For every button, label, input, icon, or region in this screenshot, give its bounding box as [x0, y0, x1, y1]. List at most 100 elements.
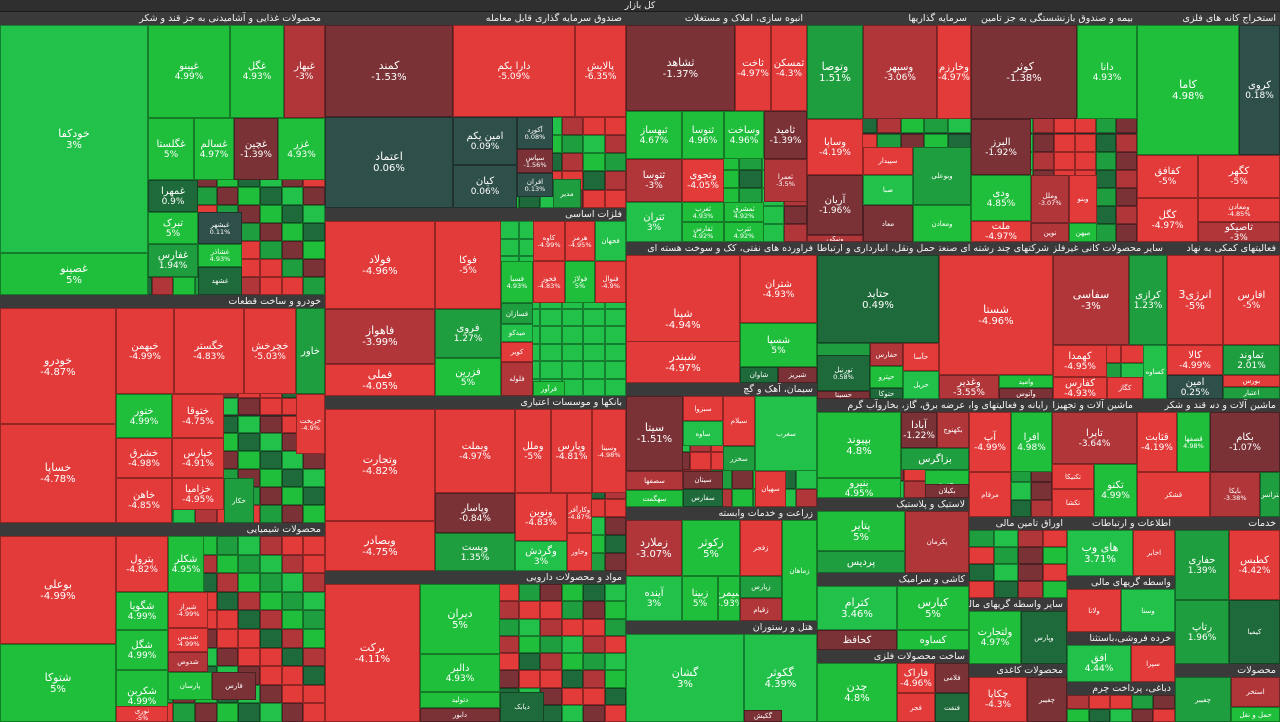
stock-tile[interactable]: ومعادن -4.85%: [1198, 198, 1280, 222]
sector-header[interactable]: ماشین آلات و تجهیزات: [1052, 399, 1137, 412]
minor-stock-tile[interactable]: [1095, 223, 1117, 242]
minor-stock-tile[interactable]: [583, 171, 605, 190]
minor-stock-tile[interactable]: [303, 451, 325, 470]
stock-tile[interactable]: نوری -5%: [116, 706, 168, 722]
minor-stock-tile[interactable]: [561, 134, 583, 154]
minor-stock-tile[interactable]: [303, 573, 325, 592]
minor-stock-tile[interactable]: [993, 530, 1018, 547]
sector-header[interactable]: سایر محصولات کانی غیرفلزی: [1053, 242, 1167, 255]
stock-tile[interactable]: ثمشرق 4.92%: [724, 202, 764, 222]
stock-tile[interactable]: پالایش -6.35%: [575, 25, 626, 117]
stock-tile[interactable]: ثترب 4.92%: [724, 222, 764, 242]
minor-stock-tile[interactable]: [1088, 695, 1111, 709]
minor-stock-tile[interactable]: [1018, 564, 1043, 581]
minor-stock-tile[interactable]: [583, 378, 605, 396]
minor-stock-tile[interactable]: [238, 451, 260, 470]
stock-tile[interactable]: سفارس: [683, 489, 723, 507]
stock-tile[interactable]: گشان 3%: [626, 634, 744, 722]
minor-stock-tile[interactable]: [518, 670, 540, 688]
stock-tile[interactable]: دابور: [420, 708, 500, 722]
minor-stock-tile[interactable]: [604, 704, 626, 722]
minor-stock-tile[interactable]: [1010, 499, 1032, 517]
minor-stock-tile[interactable]: [1018, 581, 1043, 598]
stock-tile[interactable]: زماهان: [782, 520, 817, 621]
minor-stock-tile[interactable]: [540, 326, 562, 344]
stock-tile[interactable]: قثابت -4.19%: [1137, 412, 1177, 472]
minor-stock-tile[interactable]: [303, 629, 325, 648]
minor-stock-tile[interactable]: [561, 343, 583, 361]
minor-stock-tile[interactable]: [1110, 695, 1132, 709]
minor-stock-tile[interactable]: [260, 487, 282, 506]
minor-stock-tile[interactable]: [1074, 133, 1096, 152]
stock-tile[interactable]: غمهرا 0.9%: [148, 180, 198, 212]
stock-tile[interactable]: گکوثر 4.39%: [744, 634, 817, 722]
minor-stock-tile[interactable]: [561, 618, 583, 636]
stock-tile[interactable]: خودکفا 3%: [0, 25, 148, 253]
minor-stock-tile[interactable]: [540, 618, 562, 636]
stock-tile[interactable]: بترانس: [1260, 472, 1280, 517]
stock-tile[interactable]: وپست 1.35%: [435, 533, 515, 571]
stock-tile[interactable]: ثاخت -4.97%: [735, 25, 771, 111]
minor-stock-tile[interactable]: [1042, 581, 1067, 598]
stock-tile[interactable]: وملل -3.07%: [1031, 175, 1069, 223]
stock-tile[interactable]: فجر: [897, 693, 935, 722]
minor-stock-tile[interactable]: [518, 653, 540, 671]
minor-stock-tile[interactable]: [281, 205, 304, 223]
minor-stock-tile[interactable]: [216, 703, 239, 722]
stock-tile[interactable]: فجهان: [595, 221, 626, 261]
stock-tile[interactable]: معاد: [863, 205, 913, 242]
minor-stock-tile[interactable]: [281, 703, 304, 722]
stock-tile[interactable]: شسپا 5%: [740, 323, 817, 367]
minor-stock-tile[interactable]: [281, 573, 304, 592]
minor-stock-tile[interactable]: [1067, 708, 1089, 722]
stock-tile[interactable]: تکشا: [1052, 489, 1094, 517]
minor-stock-tile[interactable]: [260, 629, 282, 648]
stock-tile[interactable]: وپاسار -0.84%: [435, 493, 515, 533]
stock-tile[interactable]: خاور: [296, 308, 325, 394]
stock-tile[interactable]: حمل و نقل: [1231, 707, 1280, 722]
stock-tile[interactable]: خریخت -4.9%: [296, 394, 325, 454]
stock-tile[interactable]: زملارد -3.07%: [626, 520, 682, 576]
minor-stock-tile[interactable]: [561, 635, 583, 653]
stock-tile[interactable]: فملی -4.05%: [325, 364, 435, 396]
minor-stock-tile[interactable]: [1095, 187, 1117, 206]
sector-header[interactable]: واسطه گریهای مالی: [1067, 576, 1175, 589]
stock-tile[interactable]: وبصادر -4.75%: [325, 521, 435, 571]
sector-header[interactable]: محصولات کاغذی: [969, 664, 1067, 677]
minor-stock-tile[interactable]: [518, 635, 540, 653]
stock-tile[interactable]: تکنو 4.99%: [1094, 464, 1137, 517]
stock-tile[interactable]: ولانا: [1067, 589, 1121, 632]
minor-stock-tile[interactable]: [281, 241, 304, 259]
stock-tile[interactable]: ودی 4.85%: [971, 175, 1031, 221]
minor-stock-tile[interactable]: [1131, 708, 1154, 722]
minor-stock-tile[interactable]: [281, 591, 304, 611]
stock-tile[interactable]: کحافظ: [817, 630, 897, 650]
stock-tile[interactable]: سهپان: [755, 471, 786, 507]
sector-header[interactable]: هتل و رستوران: [626, 621, 817, 634]
minor-stock-tile[interactable]: [303, 610, 325, 629]
stock-tile[interactable]: وغدیر -3.55%: [939, 375, 999, 399]
minor-stock-tile[interactable]: [260, 415, 282, 434]
minor-stock-tile[interactable]: [303, 487, 325, 506]
stock-tile[interactable]: دارا یکم -5.09%: [453, 25, 575, 117]
minor-stock-tile[interactable]: [303, 703, 325, 722]
minor-stock-tile[interactable]: [1116, 133, 1137, 152]
stock-tile[interactable]: ثفارس 4.92%: [682, 222, 724, 242]
stock-tile[interactable]: سیتان: [683, 471, 723, 489]
minor-stock-tile[interactable]: [260, 666, 282, 685]
minor-stock-tile[interactable]: [303, 647, 325, 667]
stock-tile[interactable]: تاپرا -3.64%: [1052, 412, 1137, 464]
stock-tile[interactable]: بکهنوج: [937, 412, 969, 448]
stock-tile[interactable]: فزرین 5%: [435, 358, 501, 396]
minor-stock-tile[interactable]: [260, 469, 282, 488]
sector-header[interactable]: بانکها و موسسات اعتباری: [325, 396, 626, 409]
stock-tile[interactable]: کویر: [501, 342, 533, 362]
minor-stock-tile[interactable]: [303, 684, 325, 704]
minor-stock-tile[interactable]: [195, 703, 217, 722]
minor-stock-tile[interactable]: [260, 259, 282, 277]
minor-stock-tile[interactable]: [561, 687, 583, 705]
minor-stock-tile[interactable]: [583, 343, 605, 361]
minor-stock-tile[interactable]: [260, 554, 282, 574]
minor-stock-tile[interactable]: [238, 554, 260, 574]
stock-tile[interactable]: غبشهر 0.11%: [198, 212, 242, 244]
